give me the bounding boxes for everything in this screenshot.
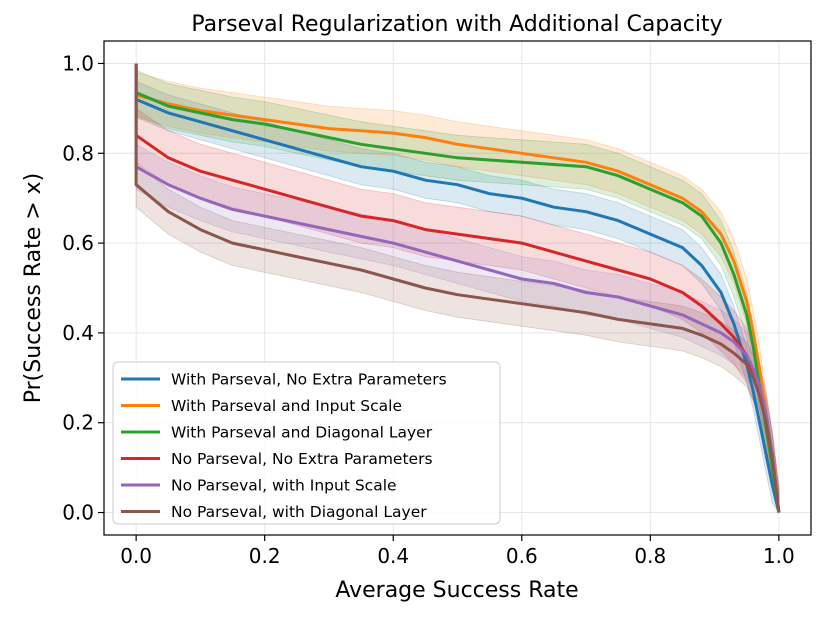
series-line-2 xyxy=(134,63,781,513)
legend-label: With Parseval and Diagonal Layer xyxy=(171,424,433,442)
plot-frame xyxy=(103,40,812,536)
y-axis-label: Pr(Success Rate > x) xyxy=(21,173,46,404)
y-tick-label: 0.4 xyxy=(62,321,94,345)
x-tick-label: 0.6 xyxy=(506,544,538,568)
series-line-5 xyxy=(134,63,781,513)
y-tick-label: 1.0 xyxy=(62,51,94,75)
y-tick-label: 0.6 xyxy=(62,231,94,255)
legend-label: With Parseval, No Extra Parameters xyxy=(171,371,447,389)
series-line-0 xyxy=(134,63,781,513)
legend-label: No Parseval, with Input Scale xyxy=(171,477,397,495)
legend: With Parseval, No Extra Parameters With P… xyxy=(112,361,501,525)
legend-label: No Parseval, No Extra Parameters xyxy=(171,450,433,468)
legend-label: With Parseval and Input Scale xyxy=(171,397,402,415)
series-lines xyxy=(134,63,781,513)
series-line-1 xyxy=(134,63,781,513)
y-tick-label: 0.8 xyxy=(62,141,94,165)
x-tick-label: 0.0 xyxy=(120,544,152,568)
x-tick-label: 0.4 xyxy=(377,544,409,568)
legend-box xyxy=(112,361,501,525)
legend-label: No Parseval, with Diagonal Layer xyxy=(171,503,427,521)
chart-title: Parseval Regularization with Additional … xyxy=(191,12,722,37)
x-tick-label: 1.0 xyxy=(763,544,795,568)
series-line-4 xyxy=(134,63,781,513)
x-tick-label: 0.8 xyxy=(634,544,666,568)
y-tick-label: 0.0 xyxy=(62,501,94,525)
axis-ticks: 0.0 0.2 0.4 0.6 0.8 1.0 0.0 0.2 0.4 0.6 0.8 1.0 xyxy=(62,51,795,568)
x-tick-label: 0.2 xyxy=(249,544,281,568)
y-tick-label: 0.2 xyxy=(62,411,94,435)
x-axis-label: Average Success Rate xyxy=(335,578,578,603)
